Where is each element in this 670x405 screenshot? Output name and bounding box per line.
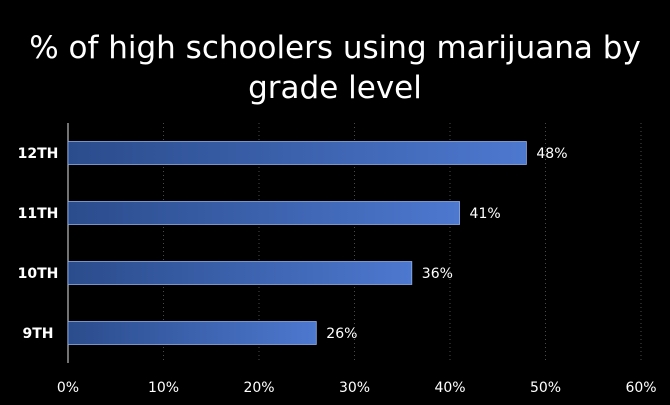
data-label: 36% bbox=[422, 266, 453, 282]
y-category-label: 12TH bbox=[18, 146, 59, 162]
x-tick-label: 0% bbox=[57, 380, 79, 396]
x-tick-label: 20% bbox=[243, 380, 274, 396]
data-label: 41% bbox=[470, 206, 501, 222]
chart-title-line-1: % of high schoolers using marijuana by bbox=[29, 30, 641, 66]
y-category-label: 10TH bbox=[18, 266, 59, 282]
bar bbox=[67, 261, 413, 285]
y-category-label: 9TH bbox=[22, 326, 53, 342]
chart-title-line-2: grade level bbox=[248, 70, 422, 106]
x-tick-label: 10% bbox=[148, 380, 179, 396]
data-label: 26% bbox=[326, 326, 357, 342]
x-tick-label: 40% bbox=[434, 380, 465, 396]
x-tick-label: 60% bbox=[625, 380, 656, 396]
x-tick-label: 50% bbox=[530, 380, 561, 396]
labels: 0% 10% 20% 30% 40% 50% 60% 12TH 48% 11TH 41% 10TH 36… bbox=[18, 146, 657, 396]
bar bbox=[67, 141, 527, 165]
x-tick-label: 30% bbox=[339, 380, 370, 396]
data-label: 48% bbox=[536, 146, 567, 162]
bar bbox=[67, 321, 317, 345]
bars bbox=[67, 141, 527, 345]
bar bbox=[67, 201, 460, 225]
y-category-label: 11TH bbox=[18, 206, 59, 222]
